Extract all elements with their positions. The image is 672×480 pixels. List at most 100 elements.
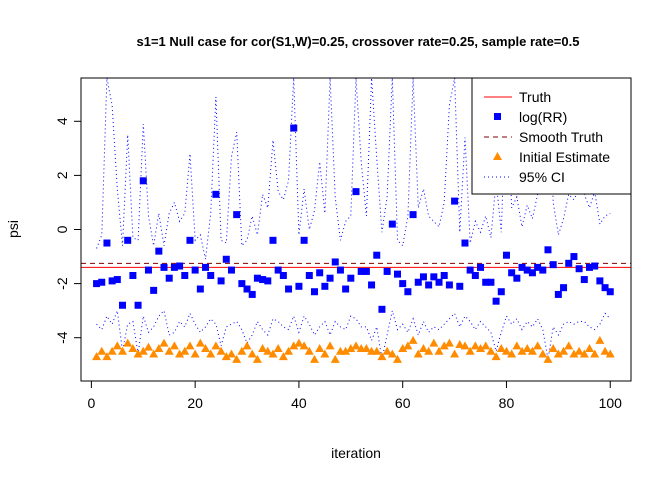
- initial-estimate-point: [232, 354, 242, 363]
- log-rr-point: [435, 278, 443, 286]
- log-rr-point: [357, 267, 365, 275]
- initial-estimate-point: [605, 349, 615, 358]
- initial-estimate-point: [460, 341, 470, 350]
- log-rr-point: [570, 253, 578, 261]
- initial-estimate-point: [299, 341, 309, 350]
- ci-upper-line: [96, 78, 611, 260]
- log-rr-point: [155, 247, 163, 255]
- log-rr-point: [502, 251, 510, 259]
- log-rr-point: [534, 263, 542, 271]
- initial-estimate-point: [553, 349, 563, 358]
- log-rr-point: [523, 266, 531, 274]
- initial-estimate-point: [185, 341, 195, 350]
- log-rr-point: [134, 301, 142, 309]
- initial-estimate-point: [377, 352, 387, 361]
- initial-estimate-point: [304, 346, 314, 355]
- initial-estimate-point: [538, 349, 548, 358]
- log-rr-point: [513, 274, 521, 282]
- log-rr-point: [285, 285, 293, 293]
- log-rr-point: [305, 271, 313, 279]
- initial-estimate-point: [564, 341, 574, 350]
- log-rr-point: [98, 278, 106, 286]
- initial-estimate-point: [180, 346, 190, 355]
- log-rr-point: [425, 281, 433, 289]
- initial-estimate-point: [424, 346, 434, 355]
- log-rr-point: [580, 276, 588, 284]
- log-rr-point: [160, 263, 168, 271]
- log-rr-point: [430, 273, 438, 281]
- initial-estimate-point: [289, 341, 299, 350]
- log-rr-point: [347, 274, 355, 282]
- log-rr-point: [554, 290, 562, 298]
- log-rr-point: [606, 288, 614, 296]
- initial-estimate-point: [600, 346, 610, 355]
- initial-estimate-point: [242, 341, 252, 350]
- log-rr-point: [342, 285, 350, 293]
- log-rr-point: [170, 263, 178, 271]
- initial-estimate-point: [247, 349, 257, 358]
- initial-estimate-point: [169, 341, 179, 350]
- log-rr-point: [176, 262, 184, 270]
- log-rr-point: [253, 274, 261, 282]
- log-rr-point: [196, 285, 204, 293]
- initial-estimate-point: [294, 338, 304, 347]
- initial-estimate-point: [393, 354, 403, 363]
- y-axis: -4 -2 0 2 4: [54, 117, 82, 344]
- y-axis-label: psi: [5, 220, 21, 238]
- log-rr-point: [461, 239, 469, 247]
- legend-initial-estimate-label: Initial Estimate: [519, 149, 610, 165]
- log-rr-point: [191, 266, 199, 274]
- initial-estimate-point: [112, 341, 122, 350]
- initial-estimate-point: [258, 344, 268, 353]
- log-rr-point: [409, 211, 417, 219]
- log-rr-point: [119, 301, 127, 309]
- initial-estimate-point: [512, 341, 522, 350]
- y-tick-label: -2: [54, 277, 70, 290]
- initial-estimate-point: [590, 349, 600, 358]
- log-rr-point: [565, 259, 573, 267]
- initial-estimate-point: [527, 346, 537, 355]
- initial-estimate-point: [263, 346, 273, 355]
- x-tick-label: 100: [599, 395, 623, 411]
- initial-estimate-point: [309, 354, 319, 363]
- log-rr-point: [544, 246, 552, 254]
- initial-estimate-point: [133, 349, 143, 358]
- x-tick-label: 80: [499, 395, 515, 411]
- initial-estimate-point: [211, 341, 221, 350]
- initial-estimate-point: [92, 352, 102, 361]
- initial-estimate-point: [465, 346, 475, 355]
- initial-estimate-point: [559, 346, 569, 355]
- initial-estimate-point: [434, 346, 444, 355]
- initial-estimate-point: [97, 346, 107, 355]
- log-rr-point: [591, 262, 599, 270]
- log-rr-point: [497, 288, 505, 296]
- initial-estimate-point: [439, 341, 449, 350]
- log-rr-point: [388, 220, 396, 228]
- initial-estimate-point: [579, 349, 589, 358]
- initial-estimate-point: [382, 346, 392, 355]
- initial-estimate-point: [252, 354, 262, 363]
- initial-estimate-point: [278, 352, 288, 361]
- log-rr-point: [487, 278, 495, 286]
- log-rr-point: [378, 305, 386, 313]
- log-rr-point: [477, 263, 485, 271]
- initial-estimate-point: [470, 341, 480, 350]
- initial-estimate-point: [413, 349, 423, 358]
- log-rr-point: [528, 269, 536, 277]
- initial-estimate-point: [486, 346, 496, 355]
- initial-estimate-point: [102, 352, 112, 361]
- x-tick-label: 40: [291, 395, 307, 411]
- initial-estimate-point: [138, 346, 148, 355]
- log-rr-point: [217, 277, 225, 285]
- initial-estimate-point: [107, 346, 117, 355]
- log-rr-point: [440, 271, 448, 279]
- chart-title: s1=1 Null case for cor(S1,W)=0.25, cross…: [137, 34, 580, 49]
- log-rr-point: [482, 278, 490, 286]
- initial-estimate-point: [190, 349, 200, 358]
- initial-estimate-point: [206, 349, 216, 358]
- log-rr-point: [238, 280, 246, 288]
- log-rr-point: [326, 274, 334, 282]
- initial-estimate-point: [403, 341, 413, 350]
- initial-estimate-point: [450, 349, 460, 358]
- legend-logrr-label: log(RR): [519, 109, 567, 125]
